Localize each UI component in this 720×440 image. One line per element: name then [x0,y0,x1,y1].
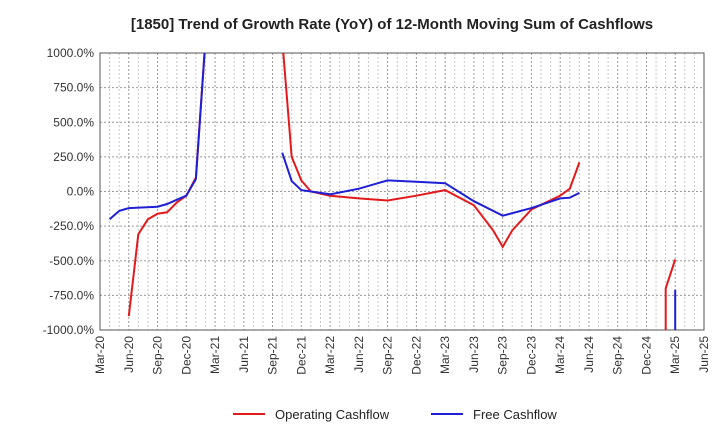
x-tick-label: Sep-23 [496,336,510,375]
x-tick-label: Dec-24 [639,336,653,375]
x-tick-label: Sep-22 [381,336,395,375]
y-tick-label: -250.0% [49,219,94,233]
grid-lines [99,52,705,331]
chart-title: [1850] Trend of Growth Rate (YoY) of 12-… [131,16,653,33]
x-tick-label: Mar-24 [553,336,567,374]
free-cashflow-line [281,152,580,217]
y-tick-label: 1000.0% [47,46,95,60]
x-tick-label: Mar-25 [668,336,682,374]
y-tick-label: 750.0% [53,81,94,95]
x-tick-label: Mar-22 [323,336,337,374]
x-tick-label: Dec-21 [294,336,308,375]
operating-cashflow-line [664,259,677,330]
x-tick-label: Sep-20 [151,336,165,375]
x-tick-label: Jun-25 [697,336,711,373]
series-lines [108,53,677,330]
y-tick-label: -500.0% [49,254,94,268]
y-tick-label: 250.0% [53,150,94,164]
y-axis-tick-labels: 1000.0% 750.0% 500.0% 250.0% 0.0% -250.0% -500… [43,46,95,337]
x-tick-label: Dec-22 [409,336,423,375]
x-tick-label: Jun-22 [352,336,366,373]
operating-cashflow-line [282,53,581,249]
x-tick-label: Mar-23 [438,336,452,374]
y-tick-label: 0.0% [67,185,95,199]
x-tick-label: Dec-20 [179,336,193,375]
x-axis-tick-labels: Mar-20 Jun-20 Sep-20 Dec-20 Mar-21 Jun-21 Sep-… [93,336,711,375]
y-tick-label: 500.0% [53,115,94,129]
plot-area [99,52,705,331]
legend-label-operating-cashflow: Operating Cashflow [275,407,390,422]
legend-label-free-cashflow: Free Cashflow [473,407,557,422]
x-tick-label: Jun-24 [582,336,596,373]
free-cashflow-line [108,53,206,220]
x-tick-label: Jun-21 [237,336,251,373]
y-tick-label: -750.0% [49,288,94,302]
y-tick-label: -1000.0% [43,323,95,337]
x-tick-label: Jun-23 [467,336,481,373]
x-tick-label: Jun-20 [122,336,136,373]
x-tick-label: Mar-20 [93,336,107,374]
x-tick-label: Dec-23 [524,336,538,375]
x-tick-label: Mar-21 [208,336,222,374]
x-tick-label: Sep-21 [266,336,280,375]
chart-legend: Operating Cashflow Free Cashflow [233,407,557,422]
x-tick-label: Sep-24 [611,336,625,375]
